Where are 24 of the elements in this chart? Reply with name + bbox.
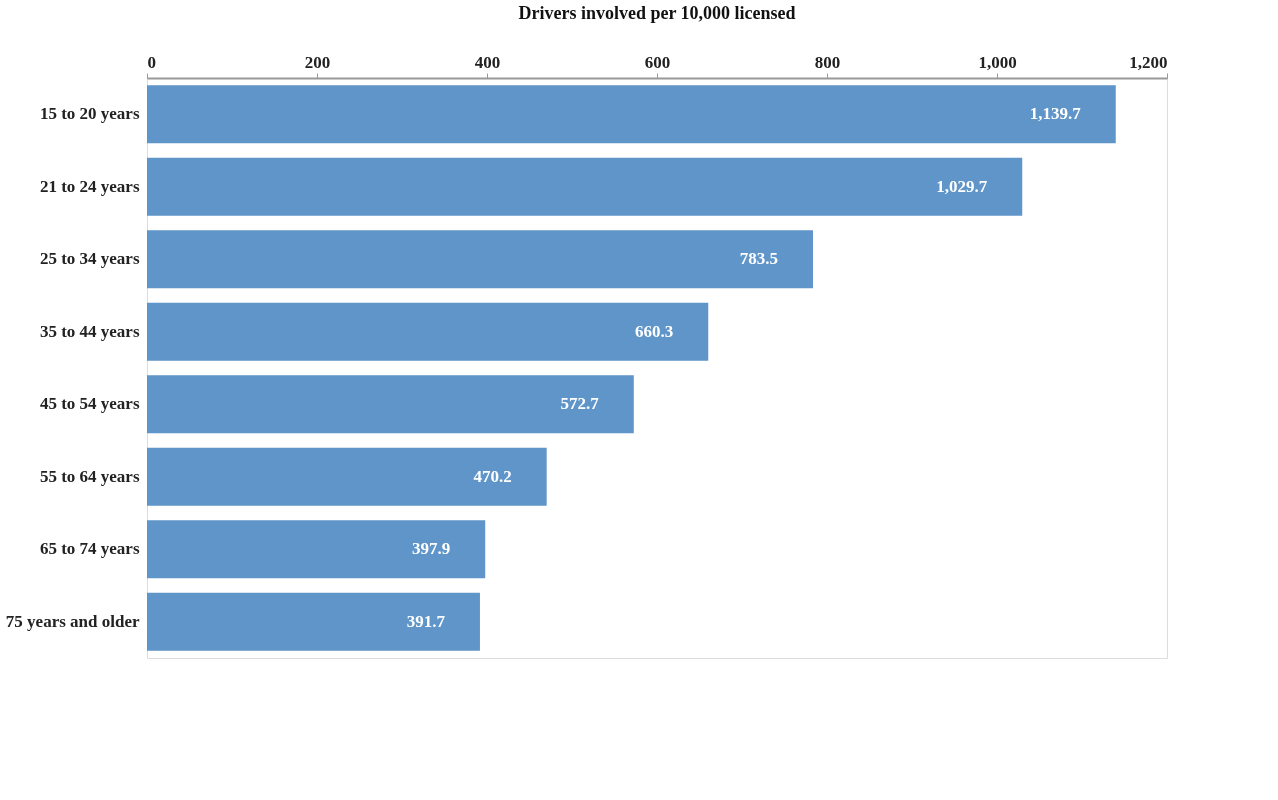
y-tick-label: 55 to 64 years: [39, 466, 140, 486]
x-tick-label: 600: [644, 52, 671, 72]
y-tick-label: 21 to 24 years: [39, 176, 140, 196]
x-tick-label: 1,000: [978, 52, 1017, 72]
x-tick-label: 400: [474, 52, 501, 72]
y-tick-label: 15 to 20 years: [39, 104, 140, 124]
data-label: 470.2: [473, 466, 512, 486]
chart-title: Drivers involved per 10,000 licensed: [518, 3, 796, 23]
x-tick-label: 1,200: [1129, 52, 1168, 72]
data-label: 1,029.7: [936, 176, 988, 196]
y-tick-label: 75 years and older: [5, 611, 140, 631]
x-tick-label: 200: [304, 52, 331, 72]
y-tick-label: 65 to 74 years: [39, 539, 140, 559]
data-label: 391.7: [406, 611, 446, 631]
y-tick-label: 25 to 34 years: [39, 249, 140, 269]
data-label: 660.3: [635, 321, 674, 341]
data-label: 572.7: [560, 394, 600, 414]
y-tick-label: 45 to 54 years: [39, 394, 140, 414]
data-label: 1,139.7: [1029, 104, 1082, 124]
data-label: 783.5: [739, 249, 778, 269]
x-tick-label: 0: [147, 52, 156, 72]
y-tick-label: 35 to 44 years: [39, 321, 140, 341]
data-label: 397.9: [411, 539, 451, 559]
x-tick-label: 800: [814, 52, 841, 72]
